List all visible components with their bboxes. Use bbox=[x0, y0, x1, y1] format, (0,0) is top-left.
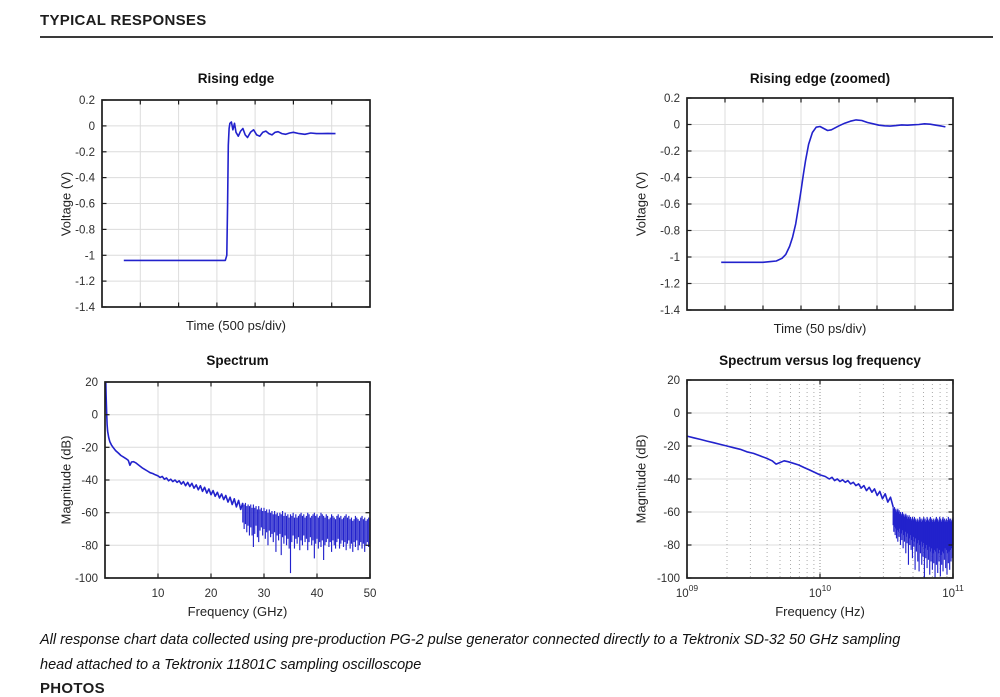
x-axis-label: Time (50 ps/div) bbox=[773, 321, 867, 336]
series-line bbox=[105, 381, 244, 511]
chart-title: Rising edge (zoomed) bbox=[749, 71, 891, 86]
y-tick-label: -0.4 bbox=[660, 173, 680, 185]
y-axis-label: Voltage (V) bbox=[58, 171, 74, 236]
x-tick-label: 30 bbox=[258, 588, 271, 600]
y-tick-label: -60 bbox=[81, 508, 98, 520]
x-tick-label: 1009 bbox=[676, 583, 699, 600]
x-axis-label: Frequency (GHz) bbox=[187, 604, 288, 619]
chart-rising-edge: 0.2 0 -0.2 -0.4 -0.6 -0.8 -1 -1.2 -1.4 Rising ed… bbox=[50, 68, 390, 340]
y-tick-label: 20 bbox=[667, 375, 680, 387]
y-tick-label: -80 bbox=[81, 540, 98, 552]
y-tick-label: 0 bbox=[674, 120, 680, 132]
chart-spectrum-log: 20 0 -20 -40 -60 -80 -100 1009 1010 1011 Spectrum… bbox=[625, 350, 975, 624]
y-tick-label: 0.2 bbox=[664, 93, 680, 105]
next-section-title: PHOTOS bbox=[40, 680, 105, 697]
y-tick-label: -20 bbox=[663, 441, 680, 453]
plot-canvas: 20 0 -20 -40 -60 -80 -100 10 20 30 40 50 bbox=[75, 377, 377, 600]
x-tick-label: 20 bbox=[205, 588, 218, 600]
x-tick-label: 50 bbox=[364, 588, 377, 600]
y-tick-label: -0.6 bbox=[75, 199, 95, 211]
x-axis-label: Time (500 ps/div) bbox=[186, 318, 286, 333]
y-tick-label: -1.4 bbox=[75, 302, 95, 314]
y-tick-label: -0.8 bbox=[75, 224, 95, 236]
y-tick-label: -20 bbox=[81, 442, 98, 454]
y-tick-label: -60 bbox=[663, 507, 680, 519]
x-tick-label: 40 bbox=[311, 588, 324, 600]
chart-title: Spectrum versus log frequency bbox=[719, 353, 921, 368]
x-tick-label: 10 bbox=[152, 588, 165, 600]
series-line bbox=[721, 119, 946, 264]
y-tick-label: -0.2 bbox=[660, 146, 680, 158]
y-tick-label: 0.2 bbox=[79, 95, 95, 107]
y-tick-label: -1.4 bbox=[660, 305, 680, 317]
y-tick-label: -100 bbox=[75, 573, 98, 585]
y-tick-label: -0.4 bbox=[75, 173, 95, 185]
footnote: All response chart data collected using … bbox=[40, 628, 985, 678]
y-axis-label: Voltage (V) bbox=[633, 171, 649, 237]
footnote-line-1: All response chart data collected using … bbox=[40, 632, 901, 648]
footnote-line-2: head attached to a Tektronix 11801C samp… bbox=[40, 657, 422, 673]
series-line bbox=[686, 435, 894, 508]
y-tick-label: -80 bbox=[663, 540, 680, 552]
x-tick-label: 1010 bbox=[809, 583, 832, 600]
y-tick-label: -1.2 bbox=[660, 279, 680, 291]
y-tick-label: 0 bbox=[92, 410, 98, 422]
y-tick-label: -0.8 bbox=[660, 226, 680, 238]
y-tick-label: 0 bbox=[674, 408, 680, 420]
y-tick-label: -0.2 bbox=[75, 147, 95, 159]
x-tick-label: 1011 bbox=[942, 583, 964, 600]
y-tick-label: -1 bbox=[85, 250, 95, 262]
y-tick-label: 20 bbox=[85, 377, 98, 389]
series-line bbox=[123, 121, 336, 262]
x-axis-label: Frequency (Hz) bbox=[775, 604, 865, 619]
y-tick-label: -1.2 bbox=[75, 276, 95, 288]
chart-title: Spectrum bbox=[206, 353, 269, 368]
y-tick-label: -40 bbox=[663, 474, 680, 486]
chart-rising-edge-zoomed: 0.2 0 -0.2 -0.4 -0.6 -0.8 -1 -1.2 -1.4 Rising ed… bbox=[625, 68, 975, 340]
y-tick-label: -1 bbox=[670, 252, 680, 264]
chart-spectrum: 20 0 -20 -40 -60 -80 -100 10 20 30 40 50 Spectrum F… bbox=[50, 350, 390, 624]
section-divider bbox=[40, 36, 993, 38]
plot-canvas: 0.2 0 -0.2 -0.4 -0.6 -0.8 -1 -1.2 -1.4 bbox=[75, 95, 371, 314]
y-axis-label: Magnitude (dB) bbox=[58, 435, 74, 525]
section-title: TYPICAL RESPONSES bbox=[40, 12, 207, 29]
chart-title: Rising edge bbox=[197, 71, 275, 86]
plot-canvas: 0.2 0 -0.2 -0.4 -0.6 -0.8 -1 -1.2 -1.4 bbox=[660, 93, 954, 317]
noise-band bbox=[892, 507, 954, 578]
y-axis-label: Magnitude (dB) bbox=[633, 434, 649, 524]
y-tick-label: 0 bbox=[89, 121, 95, 133]
y-tick-label: -0.6 bbox=[660, 199, 680, 211]
y-tick-label: -100 bbox=[657, 573, 680, 585]
y-tick-label: -40 bbox=[81, 475, 98, 487]
noise-band bbox=[242, 502, 371, 574]
